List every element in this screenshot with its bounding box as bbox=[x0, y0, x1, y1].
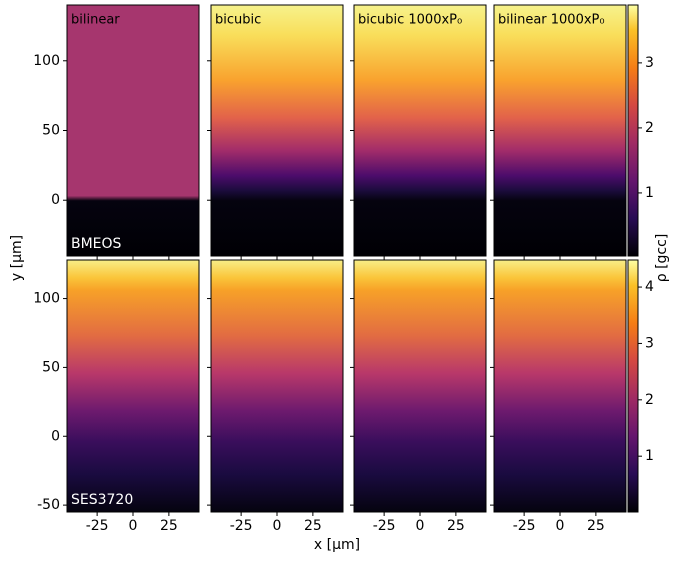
y-tick-label: 0 bbox=[51, 428, 60, 444]
panel-title: bilinear bbox=[71, 13, 120, 28]
x-tick-label: 0 bbox=[556, 518, 565, 534]
y-tick-label: 100 bbox=[33, 53, 60, 69]
colorbar-tick-label: 1 bbox=[645, 185, 654, 201]
colorbar-tick-label: 4 bbox=[645, 279, 654, 295]
colorbar-tick-label: 2 bbox=[645, 120, 654, 136]
colorbar-tick-label: 1 bbox=[645, 448, 654, 464]
x-axis-label: x [μm] bbox=[314, 537, 360, 553]
colorbar-tick-label: 3 bbox=[645, 335, 654, 351]
heatmap-panel bbox=[210, 259, 344, 513]
colorbar bbox=[627, 4, 639, 257]
x-tick-label: 25 bbox=[447, 518, 465, 534]
y-tick-label: 50 bbox=[42, 123, 60, 139]
y-tick-label: 100 bbox=[33, 291, 60, 307]
heatmap-panel bbox=[66, 259, 200, 513]
heatmap-panel bbox=[353, 4, 487, 257]
row-label: BMEOS bbox=[71, 236, 122, 252]
colorbar-tick-label: 2 bbox=[645, 392, 654, 408]
heatmap-panel bbox=[353, 259, 487, 513]
x-tick-label: 0 bbox=[416, 518, 425, 534]
colorbar-label: ρ [gcc] bbox=[654, 234, 670, 283]
y-tick-label: 50 bbox=[42, 359, 60, 375]
heatmap-panel bbox=[493, 259, 627, 513]
x-tick-label: 25 bbox=[160, 518, 178, 534]
panel-title: bicubic bbox=[215, 13, 261, 28]
x-tick-label: 0 bbox=[129, 518, 138, 534]
panel-title: bicubic 1000xP₀ bbox=[358, 13, 462, 28]
x-tick-label: -25 bbox=[86, 518, 109, 534]
heatmap-panel bbox=[493, 4, 627, 257]
x-tick-label: -25 bbox=[373, 518, 396, 534]
x-tick-label: 0 bbox=[273, 518, 282, 534]
colorbar bbox=[627, 259, 639, 513]
panel-title: bilinear 1000xP₀ bbox=[498, 13, 605, 28]
row-label: SES3720 bbox=[71, 492, 133, 508]
y-tick-label: -50 bbox=[37, 497, 60, 513]
x-tick-label: 25 bbox=[587, 518, 605, 534]
heatmap-panel bbox=[210, 4, 344, 257]
x-tick-label: 25 bbox=[304, 518, 322, 534]
x-tick-label: -25 bbox=[513, 518, 536, 534]
heatmap-panel bbox=[66, 4, 200, 257]
y-axis-label: y [μm] bbox=[9, 235, 25, 281]
y-tick-label: 0 bbox=[51, 192, 60, 208]
x-tick-label: -25 bbox=[230, 518, 253, 534]
colorbar-tick-label: 3 bbox=[645, 55, 654, 71]
